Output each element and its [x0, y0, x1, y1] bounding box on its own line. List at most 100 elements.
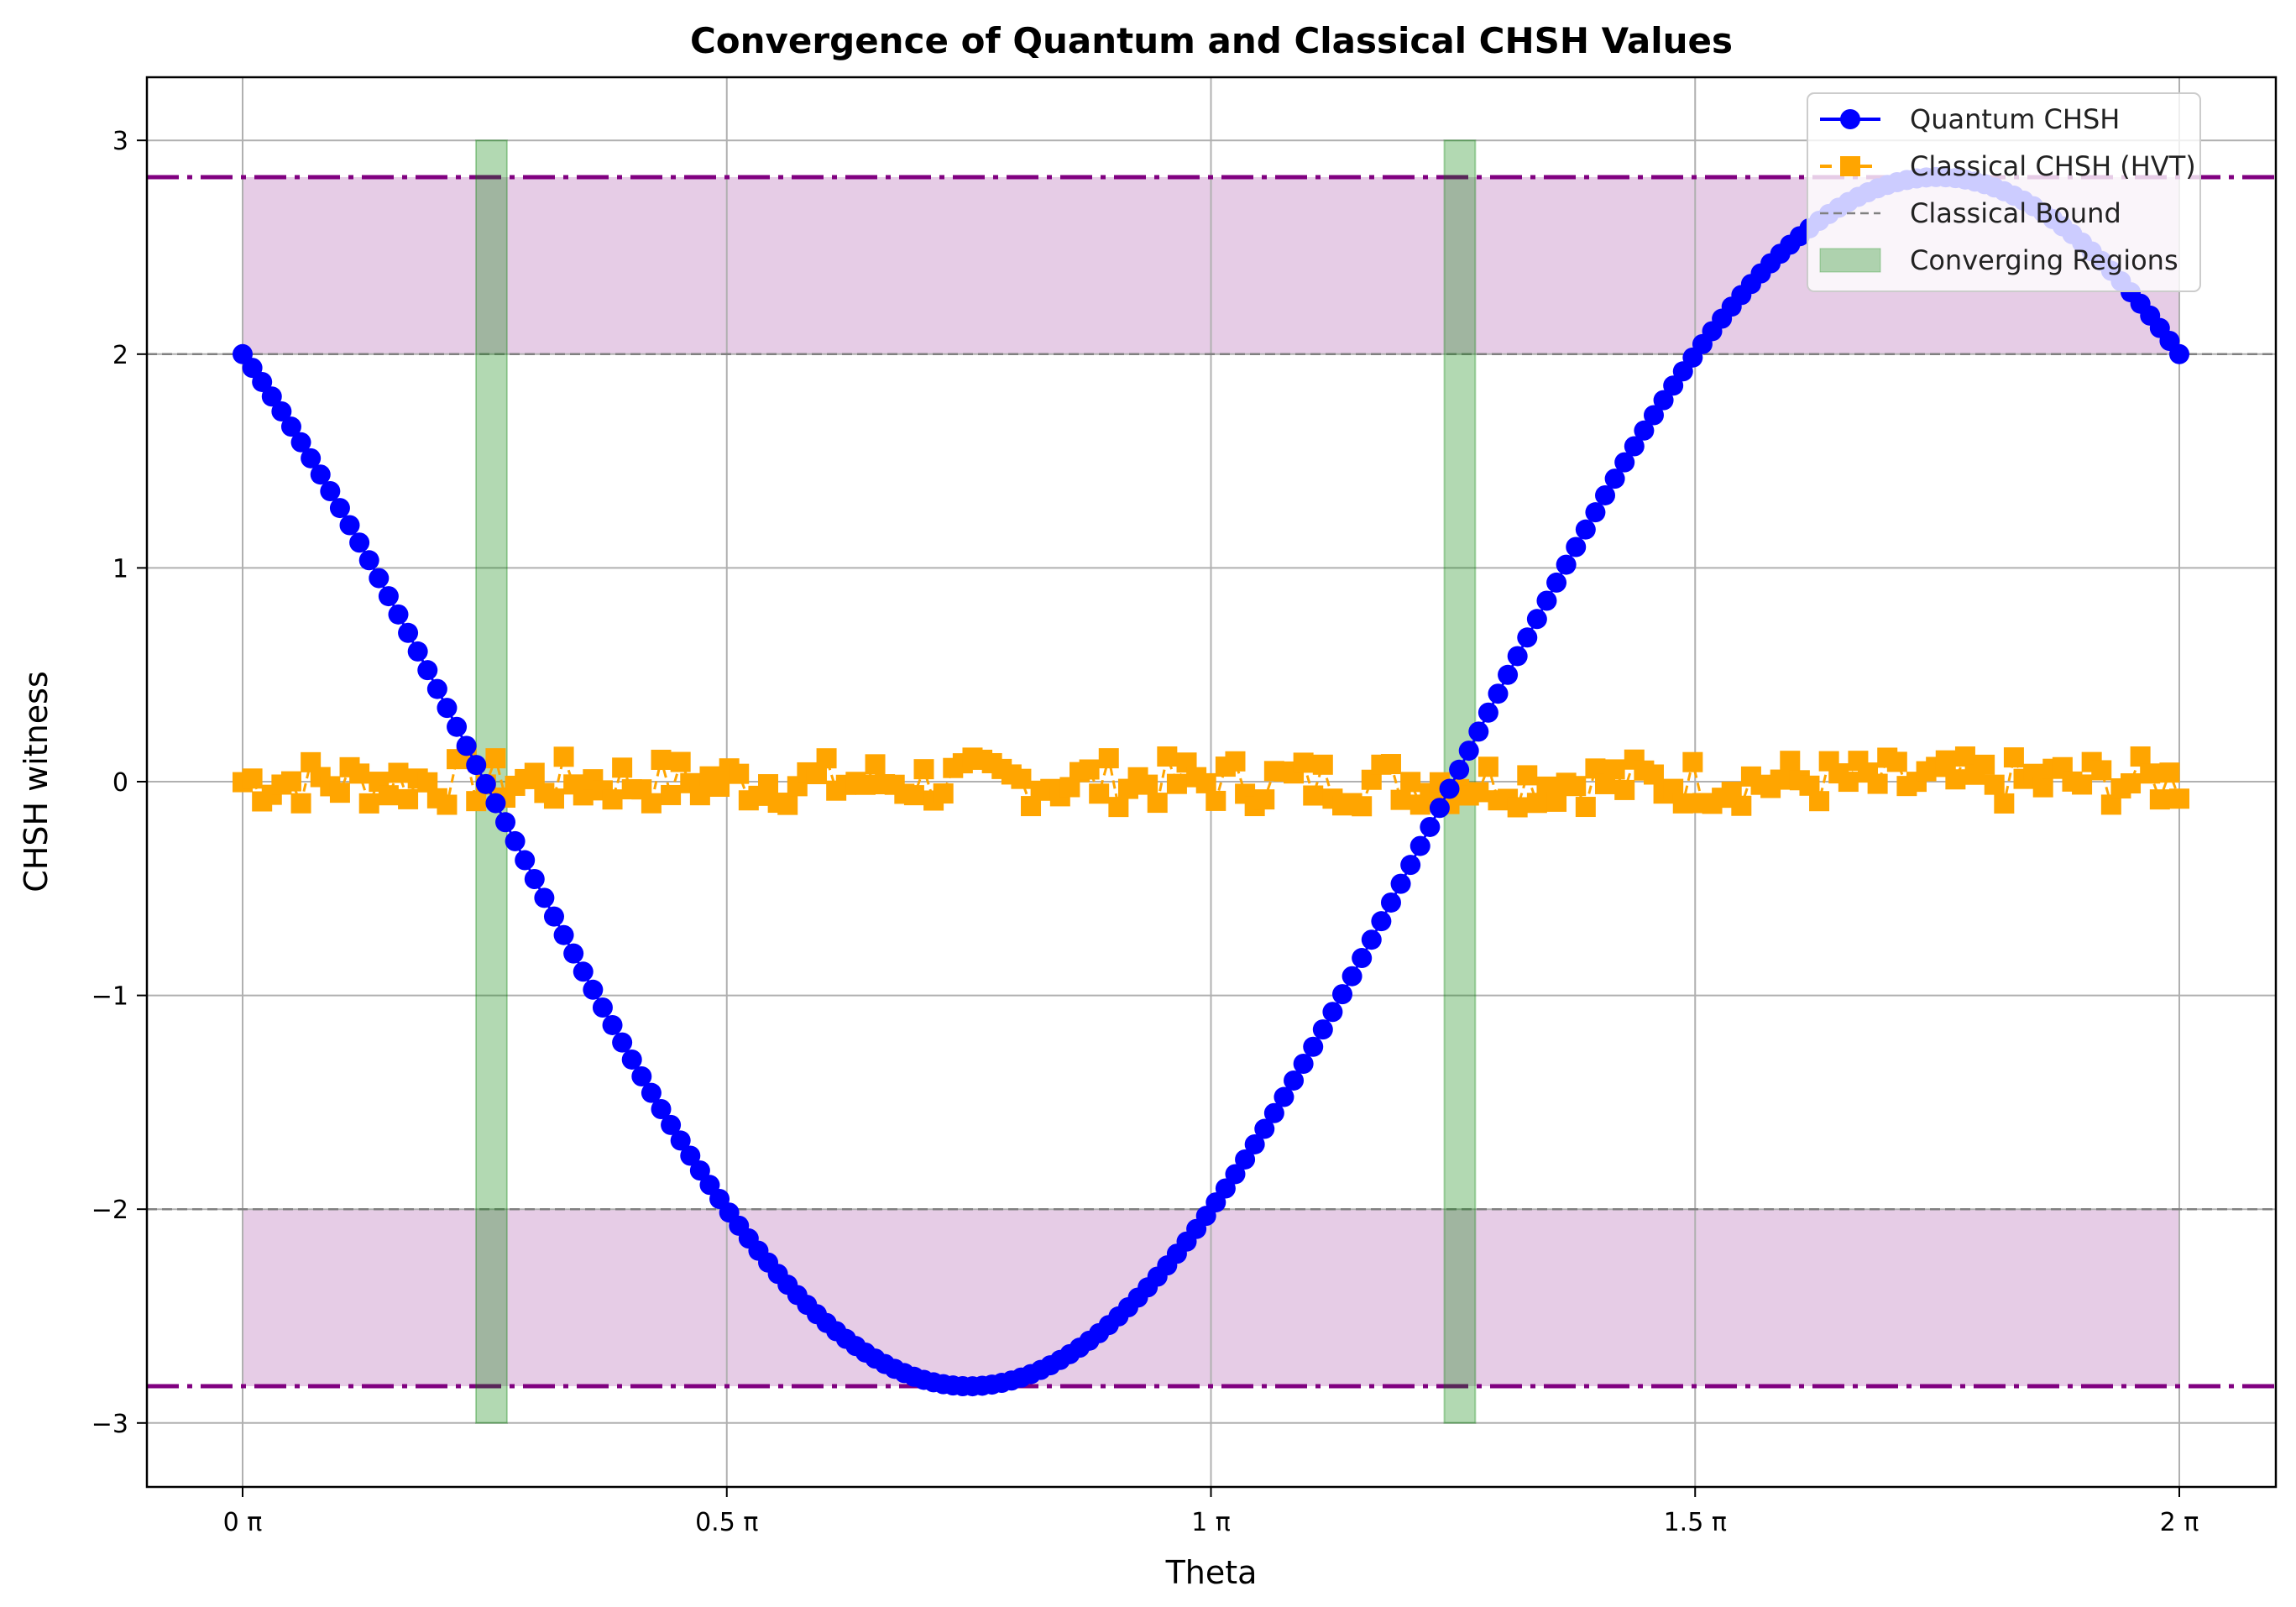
classical-marker [933, 783, 954, 804]
classical-marker [2003, 747, 2024, 768]
quantum-marker [398, 622, 419, 643]
classical-marker [1672, 793, 1693, 814]
classical-marker [1147, 793, 1168, 814]
quantum-marker [378, 586, 399, 607]
classical-marker [903, 785, 924, 806]
quantum-marker [1556, 554, 1577, 575]
classical-marker [1614, 779, 1635, 800]
classical-marker [437, 794, 458, 815]
classical-marker [1935, 750, 1956, 771]
quantum-marker [339, 515, 360, 536]
classical-marker [1575, 797, 1596, 818]
classical-marker [602, 789, 623, 810]
quantum-marker [1585, 502, 1606, 523]
classical-marker [865, 754, 886, 775]
quantum-marker [1566, 537, 1587, 557]
classical-marker [1546, 791, 1567, 812]
quantum-marker [1293, 1054, 1314, 1075]
classical-marker [758, 774, 779, 795]
classical-marker [290, 793, 311, 814]
x-tick-label: 2 π [2160, 1508, 2199, 1537]
classical-marker [816, 748, 837, 769]
quantum-marker [466, 755, 487, 776]
quantum-marker [475, 773, 496, 794]
classical-marker [661, 784, 682, 805]
quantum-marker [1420, 816, 1441, 837]
classical-marker [1507, 797, 1528, 818]
quantum-marker [670, 1130, 691, 1151]
classical-marker [2169, 788, 2189, 809]
classical-marker [1477, 756, 1498, 777]
quantum-marker [553, 924, 574, 945]
legend-converging-patch-icon [1819, 248, 1881, 273]
classical-marker [358, 793, 379, 814]
classical-marker [1303, 785, 1324, 806]
classical-marker [1254, 789, 1275, 810]
quantum-marker [1390, 873, 1411, 894]
quantum-marker [1498, 664, 1519, 685]
classical-marker [1770, 769, 1791, 790]
x-tick-label: 1.5 π [1664, 1508, 1727, 1537]
classical-marker [2159, 762, 2180, 783]
y-tick-label: 2 [112, 341, 128, 370]
quantum-marker [505, 830, 526, 851]
quantum-marker [242, 358, 263, 379]
quantum-marker [1342, 966, 1362, 987]
classical-marker [913, 759, 934, 780]
quantum-marker [437, 698, 458, 719]
quantum-marker [1526, 609, 1547, 630]
quantum-marker [1439, 778, 1460, 799]
classical-marker [329, 783, 350, 804]
x-tick-label: 0.5 π [695, 1508, 758, 1537]
quantum-marker [699, 1175, 720, 1196]
quantum-marker [621, 1049, 642, 1070]
quantum-marker [602, 1014, 623, 1035]
classical-marker [1517, 765, 1538, 786]
quantum-marker [1488, 683, 1509, 704]
quantum-marker [1604, 468, 1625, 489]
classical-marker [398, 788, 419, 809]
quantum-marker [388, 604, 409, 625]
classical-marker [485, 748, 506, 769]
quantum-marker [1634, 420, 1655, 441]
quantum-marker [1263, 1102, 1284, 1123]
classical-marker [553, 746, 574, 767]
classical-marker [1400, 772, 1421, 793]
quantum-marker [631, 1065, 652, 1086]
quantum-marker [563, 943, 584, 964]
quantum-marker [1653, 390, 1674, 411]
quantum-marker [1449, 759, 1470, 780]
quantum-marker [271, 400, 292, 421]
classical-marker [1945, 769, 1966, 790]
quantum-marker [1352, 948, 1373, 969]
quantum-marker [1400, 855, 1421, 876]
classical-marker [1984, 774, 2005, 795]
quantum-marker [1429, 798, 1450, 819]
quantum-marker [280, 416, 301, 437]
quantum-marker [2169, 343, 2189, 364]
quantum-marker [543, 906, 564, 927]
classical-marker [388, 762, 409, 783]
quantum-marker [261, 386, 282, 407]
classical-marker [1206, 790, 1226, 811]
quantum-marker [1332, 984, 1353, 1005]
quantum-marker [680, 1145, 701, 1166]
classical-marker [1994, 793, 2015, 814]
classical-marker [349, 763, 370, 784]
legend-box [1807, 92, 2201, 292]
quantum-marker [1371, 911, 1392, 932]
x-axis-label: Theta [1165, 1554, 1258, 1591]
classical-marker [1682, 751, 1703, 772]
quantum-marker [426, 678, 447, 699]
classical-marker [1867, 773, 1888, 794]
x-tick-label: 1 π [1191, 1508, 1231, 1537]
classical-marker [2091, 760, 2112, 781]
quantum-marker [1322, 1002, 1343, 1023]
classical-marker [1108, 797, 1129, 818]
quantum-marker [592, 997, 613, 1018]
classical-marker [1780, 751, 1801, 772]
legend-classical-square-icon [1840, 156, 1860, 176]
quantum-marker [641, 1082, 662, 1103]
quantum-marker [1517, 627, 1538, 648]
